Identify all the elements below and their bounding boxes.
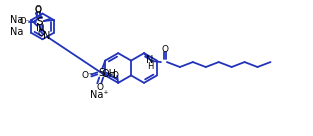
Text: Na: Na (10, 15, 23, 25)
Text: OH: OH (101, 69, 116, 79)
Text: N: N (36, 23, 43, 33)
Text: Na⁺: Na⁺ (90, 90, 109, 100)
Text: O: O (112, 71, 119, 80)
Text: H: H (147, 61, 153, 71)
Text: O⁻: O⁻ (19, 17, 30, 27)
Text: O: O (35, 6, 42, 15)
Text: Na: Na (10, 27, 23, 37)
Text: N: N (43, 31, 50, 41)
Text: O: O (162, 45, 168, 54)
Text: O⁻: O⁻ (81, 71, 93, 80)
Text: N: N (146, 55, 154, 65)
Text: O: O (35, 5, 42, 14)
Text: S: S (37, 17, 43, 27)
Text: S: S (98, 68, 105, 78)
Text: O: O (97, 83, 104, 92)
Text: O: O (38, 29, 45, 38)
